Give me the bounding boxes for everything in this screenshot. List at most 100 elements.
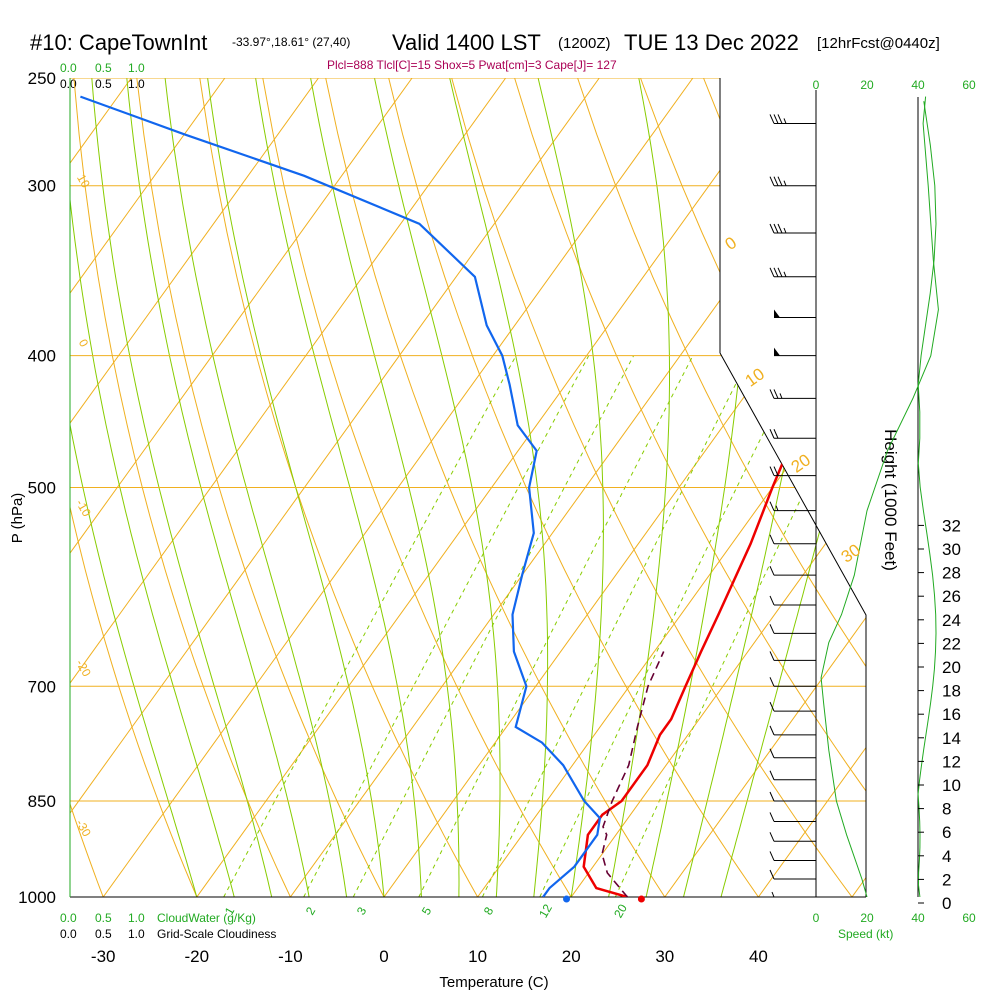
surface-dewpoint-marker [563,895,571,903]
height-tick-label: 0 [942,894,951,913]
dry-adiabat-line [70,78,104,897]
surface-temperature-marker [637,895,645,903]
wind-barb-flag [769,176,775,186]
cloudiness-tick: 1.0 [128,77,145,91]
cloudiness-label: Grid-Scale Cloudiness [157,927,276,941]
temperature-tick-label: 40 [749,947,768,966]
cloudwater-tick: 1.0 [128,911,145,925]
cloudwater-tick: 0.5 [95,911,112,925]
temperature-tick-label: -30 [91,947,116,966]
temperature-tick-label: 20 [562,947,581,966]
pressure-tick-label: 1000 [18,888,56,907]
wind-barb [769,677,816,687]
wind-barb-flag [769,501,775,511]
wind-barb-half-flag [783,118,787,124]
parcel-profile [601,651,665,897]
speed-tick-label: 20 [860,911,874,925]
wind-barb [769,389,816,399]
height-tick-label: 8 [942,800,951,819]
mixing-ratio-label: 2 [303,904,319,917]
moist-adiabat-line [608,78,670,897]
wind-barb-flag [769,869,775,880]
wind-barb-flag [769,748,775,758]
wind-barb-flag [769,651,775,661]
wind-barb-flag [769,534,775,545]
wind-barb-half-flag [771,891,775,898]
dry-adiabat-line [73,78,291,897]
isotherm-line [851,78,866,897]
wind-barb-flag [769,114,775,124]
cloudiness-tick: 0.5 [95,927,112,941]
isotherm-label: 20 [788,450,814,476]
dry-adiabat-label: -30 [73,817,94,839]
wind-barb [774,309,816,319]
wind-barb-flag [777,114,783,124]
isotherm-label: 0 [722,233,741,254]
height-tick-label: 14 [942,729,961,748]
wind-barb-flag [769,565,775,576]
temperature-tick-label: -10 [278,947,303,966]
dry-adiabat-line [577,78,866,897]
height-tick-label: 6 [942,823,951,842]
dry-adiabat-label: 10 [74,172,93,191]
station-location: -33.97°,18.61° (27,40) [232,35,350,49]
mixing-ratio-label: 8 [481,904,497,917]
dry-adiabat-line [199,78,479,897]
wind-barb-flag [769,466,775,476]
sounding-profiles [80,95,846,897]
mixing-ratio-line [481,355,751,897]
wind-barb-flag [773,429,779,439]
cloudwater-tick: 0.0 [60,61,77,75]
height-tick-label: 4 [942,847,951,866]
wind-barb [769,701,816,712]
mixing-ratio-label: 3 [354,904,370,917]
wind-barb-half-flag [783,271,787,277]
moist-adiabat-line [164,78,348,897]
wind-barb-flag [769,389,775,399]
height-tick-label: 16 [942,705,961,724]
wind-barb-pennant [774,347,780,356]
isotherm-line [946,78,1000,897]
valid-date: TUE 13 Dec 2022 [624,30,799,55]
pressure-tick-label: 400 [28,347,56,366]
wind-barb-flag [769,791,775,802]
isotherm-line [70,78,319,897]
pressure-tick-label: 250 [28,69,56,88]
isotherm-line [70,78,226,897]
wind-barb [769,624,816,634]
dry-adiabat-line [70,78,198,897]
wind-barb [769,565,816,576]
height-tick-label: 2 [942,870,951,889]
speed-tick-label: 0 [813,911,820,925]
dry-adiabat-line [0,78,10,897]
wind-barb [769,176,816,187]
wind-barb-flag [769,701,775,712]
mixing-ratio-line [223,355,517,897]
height-axis-label: Height (1000 Feet) [881,429,900,571]
wind-barb-flag [769,429,775,439]
wind-barb [769,851,816,861]
speed-tick-label: 40 [911,911,925,925]
height-tick-label: 32 [942,516,961,535]
dewpoint-profile [80,95,602,897]
isotherm-line [664,78,866,897]
pressure-tick-label: 700 [28,677,56,696]
dry-adiabat-line [388,78,759,897]
height-tick-label: 12 [942,752,961,771]
dry-adiabat-line [514,78,866,897]
cloudiness-tick: 0.5 [95,77,112,91]
wind-barb [769,725,816,736]
temperature-tick-label: 0 [379,947,388,966]
wind-barb [769,223,816,234]
moist-adiabat-line [126,78,310,897]
wind-barb [769,267,816,278]
height-tick-label: 24 [942,611,961,630]
height-tick-label: 10 [942,776,961,795]
dry-adiabat-label: 0 [76,337,92,350]
wind-barb-flag [777,176,783,186]
wind-barb-flag [769,223,775,234]
wind-barb-flag [777,267,783,277]
pressure-tick-label: 850 [28,792,56,811]
pressure-tick-label: 500 [28,479,56,498]
